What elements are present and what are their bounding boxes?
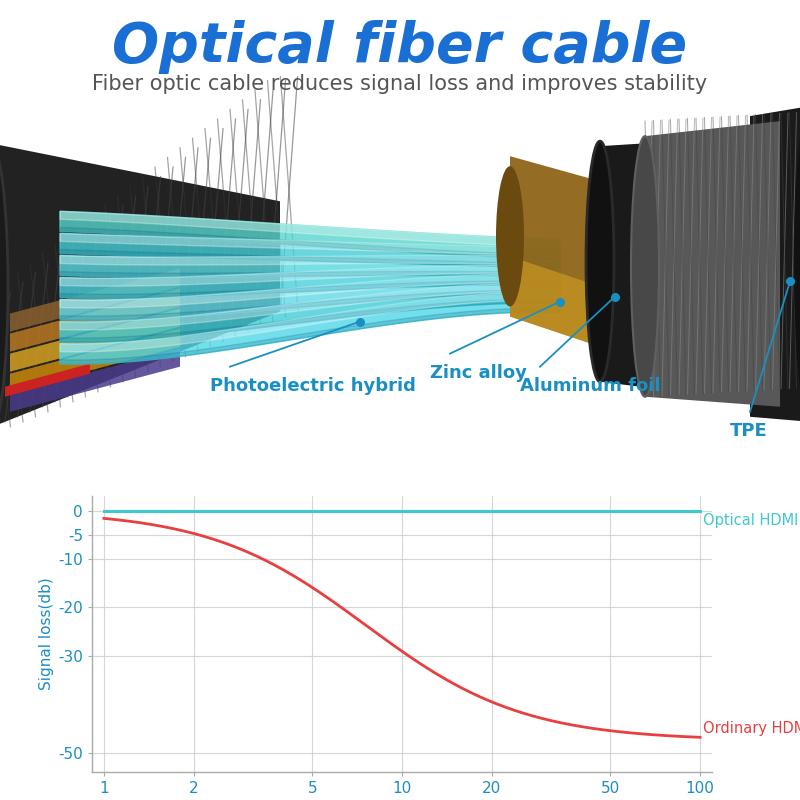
Polygon shape (750, 106, 800, 422)
Polygon shape (10, 349, 180, 412)
Polygon shape (60, 292, 560, 352)
Polygon shape (0, 141, 280, 432)
Polygon shape (60, 265, 560, 286)
Polygon shape (590, 166, 640, 362)
Polygon shape (10, 289, 180, 352)
Polygon shape (645, 121, 780, 406)
Polygon shape (60, 281, 560, 298)
Polygon shape (60, 255, 560, 277)
Polygon shape (60, 250, 560, 268)
Polygon shape (60, 283, 560, 330)
Polygon shape (60, 211, 560, 247)
Polygon shape (510, 257, 600, 346)
Polygon shape (60, 271, 560, 277)
Ellipse shape (0, 141, 8, 432)
Polygon shape (60, 274, 560, 320)
Text: TPE: TPE (730, 422, 768, 440)
Polygon shape (510, 156, 600, 346)
Text: Zinc alloy: Zinc alloy (430, 364, 527, 382)
Text: Optical HDMI: Optical HDMI (703, 513, 798, 528)
Polygon shape (60, 227, 560, 259)
Polygon shape (10, 329, 180, 392)
Text: Optical fiber cable: Optical fiber cable (113, 20, 687, 74)
Ellipse shape (586, 141, 614, 382)
Polygon shape (60, 292, 560, 364)
Polygon shape (60, 308, 560, 364)
Polygon shape (60, 299, 560, 342)
Text: Photoelectric hybrid: Photoelectric hybrid (210, 377, 416, 394)
Polygon shape (60, 290, 560, 320)
Polygon shape (10, 269, 180, 331)
Ellipse shape (631, 136, 659, 397)
Ellipse shape (496, 166, 524, 306)
Ellipse shape (794, 105, 800, 422)
Polygon shape (10, 309, 180, 372)
Y-axis label: Signal loss(db): Signal loss(db) (39, 578, 54, 690)
Polygon shape (60, 255, 560, 265)
Polygon shape (60, 283, 560, 342)
Text: Ordinary HDMI: Ordinary HDMI (703, 721, 800, 736)
Polygon shape (60, 274, 560, 308)
Polygon shape (60, 234, 560, 256)
Polygon shape (60, 234, 560, 268)
Polygon shape (60, 265, 560, 298)
Text: Aluminum foil: Aluminum foil (520, 377, 661, 394)
Polygon shape (600, 141, 680, 392)
Polygon shape (60, 211, 560, 259)
Polygon shape (5, 364, 90, 397)
Text: Fiber optic cable reduces signal loss and improves stability: Fiber optic cable reduces signal loss an… (92, 74, 708, 94)
